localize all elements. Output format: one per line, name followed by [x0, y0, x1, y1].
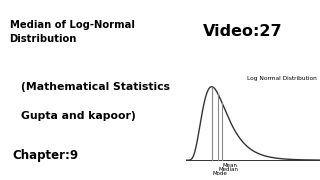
Text: Mean: Mean [222, 163, 237, 168]
Text: Gupta and kapoor): Gupta and kapoor) [21, 111, 136, 121]
Text: Median: Median [219, 167, 239, 172]
Text: (Mathematical Statistics: (Mathematical Statistics [21, 82, 170, 92]
Text: Chapter:9: Chapter:9 [13, 149, 79, 162]
Text: Log Normal Distribution: Log Normal Distribution [247, 76, 317, 81]
Text: Video:27: Video:27 [204, 24, 283, 39]
Text: Median of Log-Normal
Distribution: Median of Log-Normal Distribution [10, 20, 134, 44]
Text: Mode: Mode [212, 171, 227, 176]
